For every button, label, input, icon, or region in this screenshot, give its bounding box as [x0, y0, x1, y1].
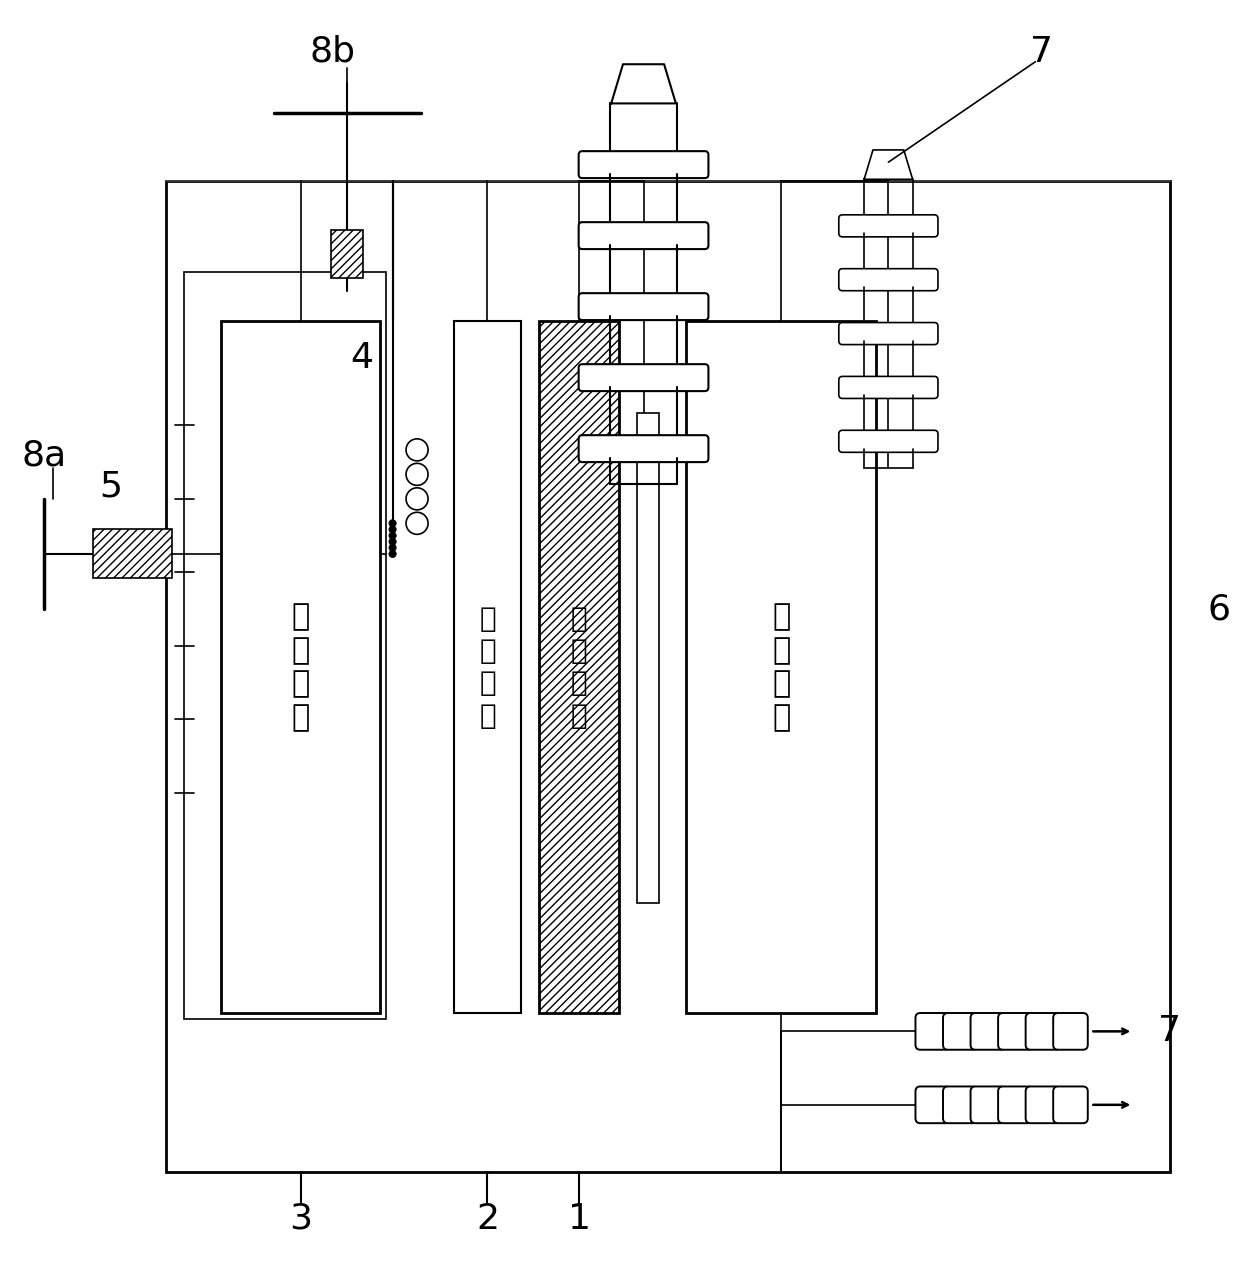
FancyBboxPatch shape: [998, 1014, 1033, 1050]
Text: 4: 4: [351, 341, 373, 375]
FancyBboxPatch shape: [838, 269, 937, 290]
Text: 5: 5: [99, 470, 123, 503]
Text: 8b: 8b: [310, 35, 356, 68]
FancyBboxPatch shape: [1025, 1014, 1060, 1050]
Text: 8a: 8a: [21, 438, 66, 473]
FancyBboxPatch shape: [971, 1087, 1006, 1123]
Circle shape: [389, 532, 397, 540]
Bar: [185, 272, 387, 1019]
FancyBboxPatch shape: [579, 364, 708, 392]
Bar: [454, 322, 521, 1014]
Circle shape: [389, 538, 397, 545]
FancyBboxPatch shape: [1053, 1014, 1087, 1050]
Circle shape: [389, 526, 397, 533]
Bar: [637, 413, 660, 903]
FancyBboxPatch shape: [838, 323, 937, 345]
Bar: [93, 530, 172, 579]
Circle shape: [389, 519, 397, 527]
Bar: [166, 180, 1171, 1172]
FancyBboxPatch shape: [579, 435, 708, 462]
FancyBboxPatch shape: [579, 293, 708, 321]
Text: 7: 7: [1030, 35, 1053, 68]
FancyBboxPatch shape: [971, 1014, 1006, 1050]
FancyBboxPatch shape: [838, 431, 937, 452]
Text: 3: 3: [289, 1201, 312, 1235]
Circle shape: [389, 544, 397, 551]
FancyBboxPatch shape: [579, 151, 708, 179]
FancyBboxPatch shape: [915, 1014, 950, 1050]
FancyBboxPatch shape: [1053, 1087, 1087, 1123]
Text: 6: 6: [1208, 592, 1230, 626]
FancyBboxPatch shape: [915, 1087, 950, 1123]
FancyBboxPatch shape: [1025, 1087, 1060, 1123]
Bar: [539, 322, 619, 1014]
FancyBboxPatch shape: [942, 1087, 977, 1123]
Circle shape: [389, 550, 397, 557]
FancyBboxPatch shape: [942, 1014, 977, 1050]
Text: 高
压
绕
组: 高 压 绕 组: [291, 602, 310, 732]
FancyBboxPatch shape: [998, 1087, 1033, 1123]
Bar: [331, 229, 363, 279]
Text: 1: 1: [568, 1201, 590, 1235]
FancyBboxPatch shape: [838, 215, 937, 237]
Text: 2: 2: [476, 1201, 498, 1235]
Text: 低
压
绕
组: 低 压 绕 组: [479, 604, 496, 730]
FancyBboxPatch shape: [579, 222, 708, 250]
Bar: [221, 322, 381, 1014]
FancyBboxPatch shape: [838, 376, 937, 398]
Text: 高
压
绕
组: 高 压 绕 组: [773, 602, 790, 732]
Text: 7: 7: [1158, 1015, 1182, 1048]
Text: 低
压
绕
组: 低 压 绕 组: [570, 604, 588, 730]
Bar: [687, 322, 877, 1014]
